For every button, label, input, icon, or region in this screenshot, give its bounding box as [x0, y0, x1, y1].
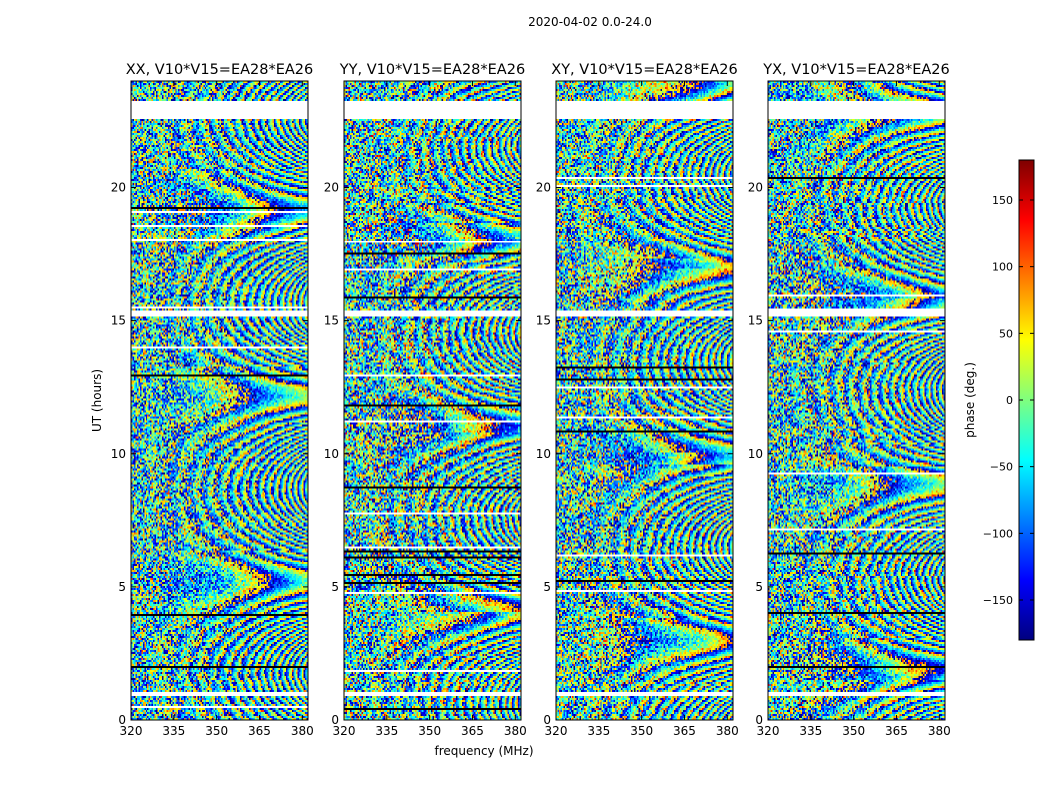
colorbar-tick-label: 100 [992, 261, 1013, 274]
x-tick-label: 320 [757, 724, 780, 738]
heatmap-image [131, 81, 308, 720]
x-tick-label: 380 [928, 724, 951, 738]
heatmap-image [768, 81, 945, 720]
x-tick-label: 335 [162, 724, 185, 738]
x-tick-label: 350 [630, 724, 653, 738]
y-tick-label: 15 [111, 314, 126, 328]
heatmap-panel: 320 335 350 365 380 0 5 10 15 20 YY, V10*V15=EA28*… [324, 62, 534, 758]
panels: 320 335 350 365 380 0 5 10 15 20 XX, V10*V15=EA28*… [90, 62, 951, 758]
panel-title: XY, V10*V15=EA28*EA26 [551, 62, 737, 78]
x-tick-label: 365 [885, 724, 908, 738]
y-tick-label: 15 [536, 314, 551, 328]
x-tick-label: 365 [461, 724, 484, 738]
y-tick-label: 20 [324, 181, 339, 195]
x-tick-label: 320 [545, 724, 568, 738]
y-tick-label: 5 [118, 580, 126, 594]
x-tick-label: 380 [716, 724, 739, 738]
y-tick-label: 20 [111, 181, 126, 195]
y-tick-label: 5 [755, 580, 763, 594]
x-tick-label: 335 [375, 724, 398, 738]
x-tick-label: 320 [333, 724, 356, 738]
x-tick-label: 350 [418, 724, 441, 738]
heatmap-image [344, 81, 521, 720]
colorbar-tick-label: −50 [990, 461, 1013, 474]
y-tick-label: 0 [331, 713, 339, 727]
y-tick-label: 15 [324, 314, 339, 328]
x-axis-label: frequency (MHz) [434, 744, 533, 758]
colorbar-tick-label: 50 [999, 327, 1013, 340]
colorbar-label: phase (deg.) [963, 362, 977, 438]
x-tick-label: 380 [504, 724, 527, 738]
axes-frame [343, 80, 522, 721]
x-tick-label: 335 [587, 724, 610, 738]
y-tick-label: 0 [755, 713, 763, 727]
y-tick-label: 10 [536, 447, 551, 461]
heatmap-panel: 320 335 350 365 380 0 5 10 15 20 XX, V10*V15=EA28*… [90, 62, 314, 738]
y-tick-label: 0 [118, 713, 126, 727]
y-tick-label: 20 [748, 181, 763, 195]
panel-title: YY, V10*V15=EA28*EA26 [339, 62, 525, 78]
heatmap-panel: 320 335 350 365 380 0 5 10 15 20 XY, V10*V15=EA28*… [536, 62, 739, 738]
y-tick-label: 0 [543, 713, 551, 727]
colorbar: 150 100 50 0 −50 −100 −150 phase (deg.) [963, 159, 1035, 641]
axes-frame [767, 80, 946, 721]
axes-frame [130, 80, 309, 721]
colorbar-tick-label: −100 [983, 527, 1013, 540]
colorbar-tick-label: −150 [983, 594, 1013, 607]
heatmap-panel: 320 335 350 365 380 0 5 10 15 20 YX, V10*V15=EA28*… [748, 62, 951, 738]
panel-title: XX, V10*V15=EA28*EA26 [126, 62, 314, 78]
colorbar-tick-label: 0 [1006, 394, 1013, 407]
x-tick-label: 380 [291, 724, 314, 738]
x-tick-label: 320 [120, 724, 143, 738]
y-tick-label: 20 [536, 181, 551, 195]
y-axis-label: UT (hours) [90, 369, 104, 432]
y-tick-label: 15 [748, 314, 763, 328]
panel-title: YX, V10*V15=EA28*EA26 [762, 62, 949, 78]
y-tick-label: 5 [543, 580, 551, 594]
x-tick-label: 365 [673, 724, 696, 738]
colorbar-tick-label: 150 [992, 194, 1013, 207]
y-tick-label: 10 [111, 447, 126, 461]
x-tick-label: 365 [248, 724, 271, 738]
y-tick-label: 5 [331, 580, 339, 594]
y-tick-label: 10 [324, 447, 339, 461]
figure-title: 2020-04-02 0.0-24.0 [528, 15, 652, 29]
y-tick-label: 10 [748, 447, 763, 461]
axes-frame [555, 80, 734, 721]
x-tick-label: 350 [842, 724, 865, 738]
heatmap-image [556, 81, 733, 720]
x-tick-label: 350 [205, 724, 228, 738]
x-tick-label: 335 [799, 724, 822, 738]
